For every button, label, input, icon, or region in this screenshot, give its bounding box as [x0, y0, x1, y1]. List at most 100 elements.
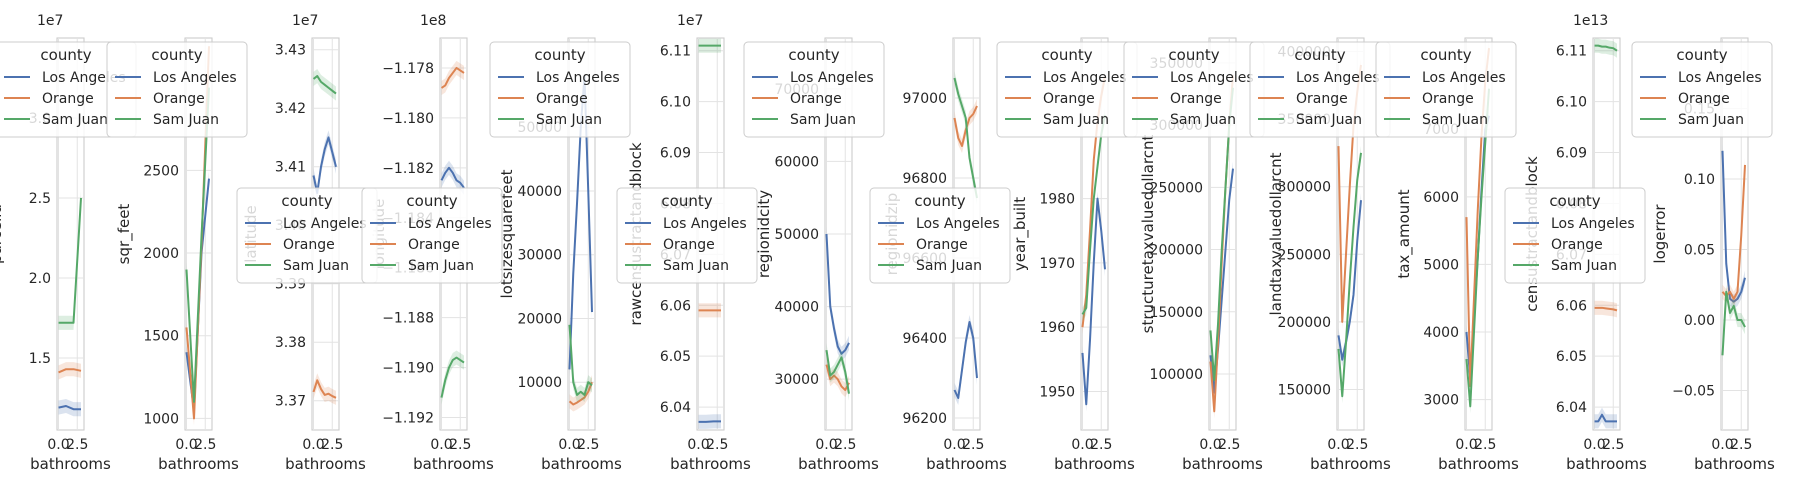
x-tick-label: 0.0 [815, 437, 837, 453]
legend-entry-label: Orange [916, 237, 968, 253]
x-axis-label: bathrooms [30, 455, 111, 473]
x-tick-label: 2.5 [706, 437, 728, 453]
x-tick-label: 2.5 [834, 437, 856, 453]
legend-box [616, 187, 758, 284]
x-tick-label: 0.0 [1455, 437, 1477, 453]
x-axis-label: bathrooms [1054, 455, 1135, 473]
legend-entry-label: Orange [1296, 91, 1348, 107]
y-tick-label: 0.05 [1684, 243, 1715, 259]
x-tick-label: 0.0 [558, 437, 580, 453]
legend-entry-label: Los Angeles [1170, 70, 1254, 86]
x-tick-label: 2.5 [194, 437, 216, 453]
y-tick-label: 96800 [902, 171, 947, 187]
y-axis-label: year_built [1011, 197, 1030, 271]
legend-entry-label: Sam Juan [1422, 112, 1488, 128]
legend-entry-label: Orange [663, 237, 715, 253]
legend-7: county Los Angeles Orange Sam Juan [743, 41, 885, 138]
x-axis-label: bathrooms [670, 455, 751, 473]
legend-title: county [661, 192, 712, 210]
y-tick-label: 0.10 [1684, 172, 1715, 188]
series-line-sam-juan [58, 197, 82, 324]
legend-entry-label: Sam Juan [1043, 112, 1109, 128]
series-line-los-angeles [1209, 168, 1234, 394]
legend-entry-label: Los Angeles [536, 70, 620, 86]
x-axis-label: bathrooms [541, 455, 622, 473]
y-tick-label: 5000 [1423, 257, 1459, 273]
legend-entry-label: Sam Juan [283, 258, 349, 274]
y-axis-label: regionidcity [755, 190, 773, 278]
series-line-sam-juan [568, 324, 593, 396]
y-tick-label: 1000 [143, 411, 179, 427]
series-line-los-angeles [825, 233, 850, 355]
series-line-orange [312, 379, 337, 399]
axis-offset-label: 1e7 [292, 13, 318, 29]
x-tick-label: 2.5 [66, 437, 88, 453]
confidence-band [1594, 407, 1617, 429]
y-tick-label: 0.00 [1684, 313, 1715, 329]
x-tick-label: 0.0 [430, 437, 452, 453]
legend-entry-label: Orange [790, 91, 842, 107]
x-tick-label: 2.5 [449, 437, 471, 453]
legend-entry-label: Sam Juan [1678, 112, 1744, 128]
y-tick-label: 3.42 [275, 101, 306, 117]
legend-entry-label: Orange [1043, 91, 1095, 107]
x-tick-label: 2.5 [1346, 437, 1368, 453]
x-axis-label: bathrooms [1438, 455, 1519, 473]
x-tick-label: 0.0 [943, 437, 965, 453]
y-axis-label: parcelid [0, 204, 5, 264]
legend-entry-label: Sam Juan [1170, 112, 1236, 128]
series-line-orange [953, 105, 978, 147]
y-tick-label: 2.5 [29, 191, 51, 207]
y-tick-label: 10000 [517, 375, 562, 391]
x-axis-label: bathrooms [158, 455, 239, 473]
y-tick-label: 300000 [1278, 180, 1331, 196]
y-axis-label: landtaxvaluedollarcnt [1267, 152, 1285, 315]
series-line-los-angeles [1594, 413, 1617, 423]
y-tick-label: 6.04 [1556, 400, 1587, 416]
y-tick-label: 6.09 [1556, 146, 1587, 162]
legend-entry-label: Los Angeles [1422, 70, 1506, 86]
series-line-los-angeles [698, 420, 721, 423]
x-tick-label: 2.5 [1474, 437, 1496, 453]
legend-layer: county Los Angeles Orange Sam Juan county Los… [0, 41, 1773, 284]
x-tick-label: 2.5 [1730, 437, 1752, 453]
x-axis-label: bathrooms [285, 455, 366, 473]
y-tick-label: 20000 [517, 311, 562, 327]
legend-box [1504, 187, 1646, 284]
legend-title: county [406, 192, 457, 210]
y-tick-label: 200000 [1278, 315, 1331, 331]
y-tick-label: −1.180 [382, 111, 434, 127]
legend-8: county Los Angeles Orange Sam Juan [869, 187, 1011, 284]
y-axis-label: tax_amount [1395, 189, 1414, 278]
legend-entry-label: Orange [1422, 91, 1474, 107]
y-tick-label: 6.05 [660, 349, 691, 365]
legend-box [106, 41, 248, 138]
y-tick-label: 3.41 [275, 160, 306, 176]
y-tick-label: 97000 [902, 91, 947, 107]
y-tick-label: 200000 [1150, 243, 1203, 259]
series-line-los-angeles [440, 166, 465, 189]
y-tick-label: 6.10 [1556, 95, 1587, 111]
legend-entry-label: Sam Juan [790, 112, 856, 128]
x-axis-label: bathrooms [1182, 455, 1263, 473]
legend-title: county [151, 46, 202, 64]
y-tick-label: 2500 [143, 163, 179, 179]
legend-box [361, 187, 503, 284]
y-tick-label: 3.37 [275, 394, 306, 410]
legend-entry-label: Orange [536, 91, 588, 107]
y-tick-label: 2000 [143, 246, 179, 262]
series-line-los-angeles [58, 405, 81, 411]
y-tick-label: 3000 [1423, 393, 1459, 409]
legend-entry-label: Los Angeles [663, 216, 747, 232]
legend-3: county Los Angeles Orange Sam Juan [236, 187, 378, 284]
legend-box [489, 41, 631, 138]
legend-10: county Los Angeles Orange Sam Juan [1123, 41, 1265, 138]
legend-6: county Los Angeles Orange Sam Juan [616, 187, 758, 284]
legend-11: county Los Angeles Orange Sam Juan [1249, 41, 1391, 138]
y-axis-label: structuretaxvaluedollarcnt [1139, 135, 1157, 334]
y-tick-label: 6.11 [660, 44, 691, 60]
x-tick-label: 2.5 [1090, 437, 1112, 453]
confidence-band [1722, 143, 1745, 309]
legend-title: county [1420, 46, 1471, 64]
x-axis-label: bathrooms [1694, 455, 1775, 473]
